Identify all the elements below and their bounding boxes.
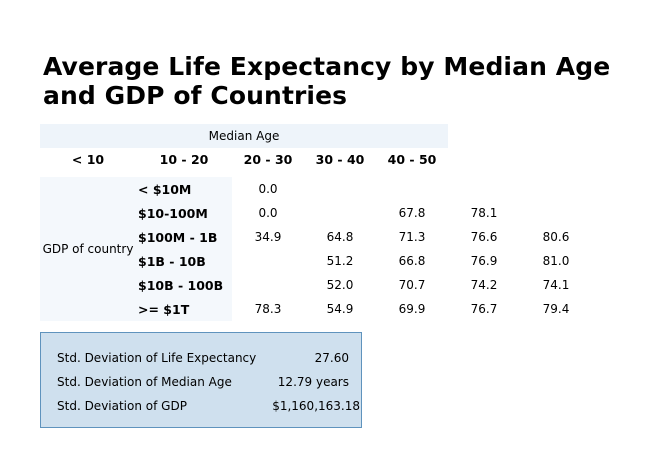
row-header: $100M - 1B — [138, 230, 218, 245]
stat-label-median-age: Std. Deviation of Median Age — [57, 375, 232, 389]
stat-value-gdp: $1,160,163.18 — [272, 399, 360, 413]
table-cell: 78.3 — [254, 302, 282, 316]
table-cell: 0.0 — [258, 206, 278, 220]
table-cell: 51.2 — [326, 254, 354, 268]
row-header: >= $1T — [138, 302, 190, 317]
table-cell: 66.8 — [398, 254, 426, 268]
row-header: $10B - 100B — [138, 278, 224, 293]
table-cell: 78.1 — [470, 206, 498, 220]
table-cell: 76.9 — [470, 254, 498, 268]
row-header: < $10M — [138, 182, 192, 197]
table-cell: 80.6 — [542, 230, 570, 244]
column-header-band — [40, 124, 448, 148]
statistics-panel: Std. Deviation of Life Expectancy 27.60 … — [40, 332, 362, 428]
table-cell: 81.0 — [542, 254, 570, 268]
table-cell: 74.1 — [542, 278, 570, 292]
column-header: < 10 — [71, 152, 105, 167]
table-cell: 71.3 — [398, 230, 426, 244]
row-header: $10-100M — [138, 206, 208, 221]
table-cell: 76.6 — [470, 230, 498, 244]
chart-title: Average Life Expectancy by Median Age an… — [43, 52, 611, 110]
column-axis-label: Median Age — [208, 129, 280, 143]
table-cell: 34.9 — [254, 230, 282, 244]
column-header: 30 - 40 — [315, 152, 365, 167]
stat-value-life-expectancy: 27.60 — [314, 351, 349, 365]
table-values-area — [232, 177, 592, 321]
column-header: 40 - 50 — [387, 152, 437, 167]
table-cell: 67.8 — [398, 206, 426, 220]
table-cell: 52.0 — [326, 278, 354, 292]
stat-label-gdp: Std. Deviation of GDP — [57, 399, 187, 413]
row-axis-label: GDP of country — [42, 242, 134, 256]
row-header: $1B - 10B — [138, 254, 206, 269]
table-cell: 74.2 — [470, 278, 498, 292]
column-header: 20 - 30 — [243, 152, 293, 167]
table-cell: 54.9 — [326, 302, 354, 316]
table-cell: 76.7 — [470, 302, 498, 316]
table-cell: 69.9 — [398, 302, 426, 316]
table-cell: 70.7 — [398, 278, 426, 292]
stat-label-life-expectancy: Std. Deviation of Life Expectancy — [57, 351, 257, 365]
column-header: 10 - 20 — [159, 152, 209, 167]
table-cell: 64.8 — [326, 230, 354, 244]
table-cell: 0.0 — [258, 182, 278, 196]
stat-value-median-age: 12.79 years — [277, 375, 349, 389]
table-cell: 79.4 — [542, 302, 570, 316]
